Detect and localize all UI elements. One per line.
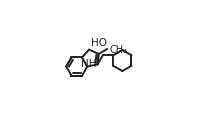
Text: CH₃: CH₃ [110, 44, 128, 54]
Text: HO: HO [91, 38, 107, 47]
Text: NH: NH [81, 59, 97, 68]
